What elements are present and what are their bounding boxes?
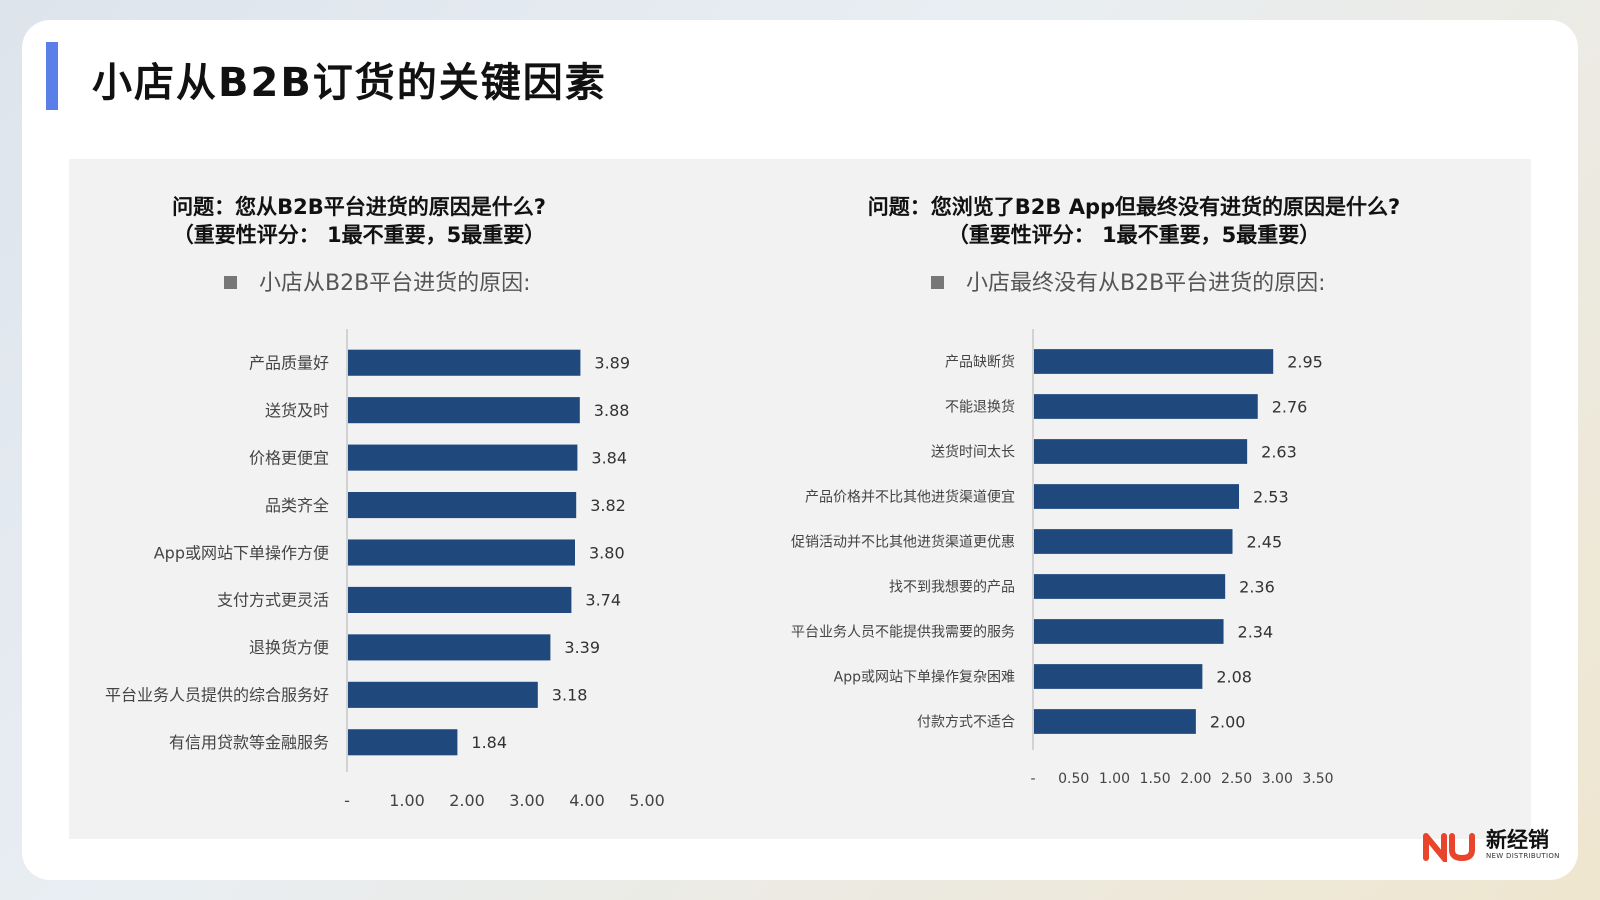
chart-0-value-label: 3.74 [585, 591, 621, 610]
chart-0-bar [348, 349, 581, 376]
brand-logo: 新经销 NEW DISTRIBUTION [1422, 826, 1562, 866]
chart-1-bar [1034, 619, 1224, 644]
chart-1-x-tick-label: 3.00 [1262, 771, 1293, 787]
chart-1-x-tick-label: 2.50 [1221, 771, 1252, 787]
chart-1-category-label: 产品价格并不比其他进货渠道便宜 [805, 489, 1015, 506]
chart-1-value-label: 2.63 [1261, 442, 1297, 461]
chart-0-value-label: 3.82 [590, 496, 626, 515]
chart-0-bar [348, 492, 577, 519]
chart-1-x-tick-label: 1.00 [1099, 771, 1130, 787]
brand-subtitle: NEW DISTRIBUTION [1486, 852, 1560, 860]
left-legend-label: 小店从B2B平台进货的原因: [259, 271, 531, 296]
left-legend-marker [224, 275, 237, 289]
chart-1-category-label: 促销活动并不比其他进货渠道更优惠 [791, 534, 1015, 551]
chart-1-x-tick-label: 0.50 [1058, 771, 1089, 787]
chart-1-bar [1034, 574, 1226, 599]
chart-1-value-label: 2.08 [1216, 667, 1252, 686]
left-question: 问题：您从B2B平台进货的原因是什么? （重要性评分： 1最不重要，5最重要） [129, 193, 589, 249]
chart-0-category-label: App或网站下单操作方便 [154, 543, 329, 562]
left-bar-chart: 产品质量好 3.89 送货及时 3.88 价格更便宜 3.84 品类齐全 3.82 App或网站… [105, 329, 665, 810]
chart-0-category-label: 退换货方便 [249, 638, 329, 657]
chart-0-bar [348, 681, 538, 708]
chart-1-category-label: 产品缺断货 [945, 354, 1015, 371]
chart-0-category-label: 平台业务人员提供的综合服务好 [105, 686, 329, 705]
chart-0-bar [348, 634, 551, 661]
chart-0-category-label: 产品质量好 [249, 353, 329, 372]
chart-1-bar [1034, 439, 1248, 464]
chart-1-x-tick-label: 3.50 [1302, 771, 1333, 787]
left-scale-note: （重要性评分： 1最不重要，5最重要） [172, 223, 546, 247]
chart-1-category-label: 平台业务人员不能提供我需要的服务 [791, 625, 1015, 641]
chart-0-x-tick-label: 5.00 [629, 791, 665, 810]
page-title: 小店从B2B订货的关键因素 [92, 60, 607, 106]
left-legend: 小店从B2B平台进货的原因: [224, 265, 531, 297]
chart-0-value-label: 3.39 [564, 638, 600, 657]
content-panel: 问题：您从B2B平台进货的原因是什么? （重要性评分： 1最不重要，5最重要） … [69, 159, 1531, 839]
chart-0-bar [348, 539, 575, 566]
chart-1-category-label: 不能退换货 [945, 399, 1015, 416]
chart-1-value-label: 2.53 [1253, 487, 1289, 506]
title-accent-bar [46, 42, 58, 110]
chart-0-category-label: 价格更便宜 [249, 448, 329, 467]
right-question-text: 问题：您浏览了B2B App但最终没有进货的原因是什么? [867, 195, 1401, 219]
chart-1-category-label: 付款方式不适合 [917, 715, 1015, 731]
chart-0-x-tick-label: - [344, 791, 350, 810]
right-scale-note: （重要性评分： 1最不重要，5最重要） [947, 223, 1321, 247]
chart-0-value-label: 3.88 [594, 401, 630, 420]
slide-card: 小店从B2B订货的关键因素 问题：您从B2B平台进货的原因是什么? （重要性评分… [22, 20, 1578, 880]
right-question: 问题：您浏览了B2B App但最终没有进货的原因是什么? （重要性评分： 1最不… [829, 193, 1439, 249]
chart-0-category-label: 有信用贷款等金融服务 [169, 733, 329, 752]
chart-1-value-label: 2.76 [1272, 397, 1308, 416]
chart-0-value-label: 1.84 [471, 733, 507, 752]
chart-1-value-label: 2.00 [1210, 712, 1246, 731]
chart-1-category-label: 找不到我想要的产品 [889, 580, 1015, 596]
chart-1-x-tick-label: - [1030, 771, 1035, 787]
chart-0-value-label: 3.80 [589, 543, 625, 562]
chart-0-category-label: 品类齐全 [265, 496, 329, 515]
chart-1-bar [1034, 484, 1240, 509]
chart-0-category-label: 送货及时 [265, 401, 329, 420]
chart-0-bar [348, 444, 578, 471]
chart-1-bar [1034, 664, 1203, 689]
right-bar-chart: 产品缺断货 2.95 不能退换货 2.76 送货时间太长 2.63 产品价格并不比其他进货渠… [791, 329, 1334, 787]
right-legend-label: 小店最终没有从B2B平台进货的原因: [966, 271, 1326, 296]
brand-mark-icon [1423, 833, 1475, 862]
chart-1-category-label: App或网站下单操作复杂困难 [834, 669, 1015, 686]
chart-1-value-label: 2.34 [1238, 622, 1274, 641]
chart-0-value-label: 3.18 [552, 686, 588, 705]
chart-1-value-label: 2.36 [1239, 577, 1275, 596]
chart-1-x-tick-label: 1.50 [1140, 771, 1171, 787]
chart-1-bar [1034, 709, 1196, 734]
chart-1-category-label: 送货时间太长 [931, 444, 1015, 461]
chart-1-value-label: 2.95 [1287, 352, 1323, 371]
chart-0-value-label: 3.89 [594, 353, 630, 372]
chart-0-bar [348, 586, 572, 613]
chart-0-bar [348, 397, 580, 424]
chart-1-x-tick-label: 2.00 [1180, 771, 1211, 787]
brand-name: 新经销 [1486, 828, 1549, 852]
chart-1-bar [1034, 349, 1274, 374]
chart-0-x-tick-label: 1.00 [389, 791, 425, 810]
right-legend: 小店最终没有从B2B平台进货的原因: [931, 265, 1326, 297]
chart-0-value-label: 3.84 [591, 448, 627, 467]
chart-1-bar [1034, 394, 1258, 419]
chart-1-value-label: 2.45 [1247, 532, 1283, 551]
chart-0-category-label: 支付方式更灵活 [217, 591, 329, 610]
chart-1-bar [1034, 529, 1233, 554]
left-question-text: 问题：您从B2B平台进货的原因是什么? [172, 195, 546, 219]
chart-0-bar [348, 729, 458, 756]
right-legend-marker [931, 275, 944, 289]
chart-0-x-tick-label: 3.00 [509, 791, 545, 810]
chart-0-x-tick-label: 2.00 [449, 791, 485, 810]
chart-0-x-tick-label: 4.00 [569, 791, 605, 810]
